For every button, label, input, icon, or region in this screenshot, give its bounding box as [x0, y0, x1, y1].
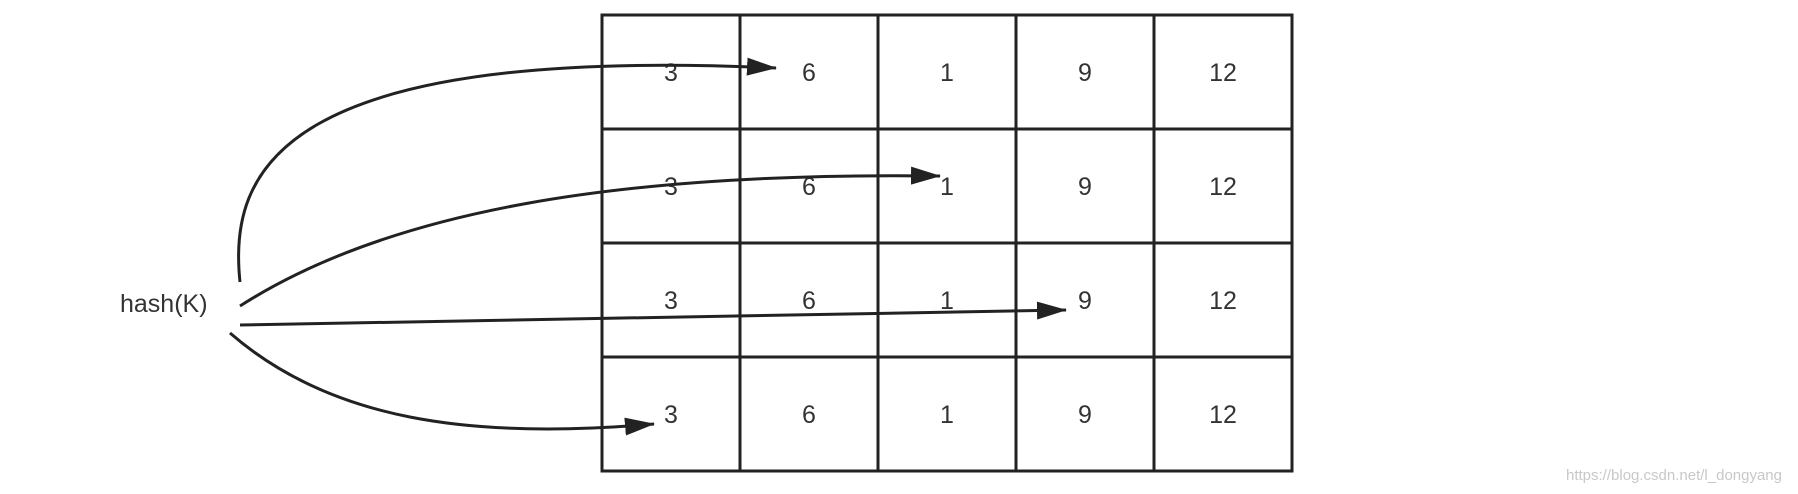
- table-cell-value: 6: [802, 59, 816, 87]
- table-cell-value: 12: [1209, 173, 1237, 201]
- table-cell-value: 12: [1209, 401, 1237, 429]
- table-cell-value: 1: [940, 401, 954, 429]
- watermark-url: https://blog.csdn.net/l_dongyang: [1566, 467, 1782, 484]
- table-cell-value: 3: [664, 401, 678, 429]
- table-cell-value: 9: [1078, 287, 1092, 315]
- hash-arrows: [229, 57, 1067, 436]
- arrow-to-row3-col4: [239, 301, 1067, 327]
- hash-function-label: hash(K): [120, 290, 208, 318]
- table-cell-value: 1: [940, 59, 954, 87]
- arrow-to-row2-col3: [239, 166, 941, 308]
- arrow-to-row1-col2: [237, 57, 777, 283]
- arrow-to-row4-col1: [229, 331, 655, 436]
- table-cell-value: 12: [1209, 287, 1237, 315]
- table-cell-value: 9: [1078, 401, 1092, 429]
- table-cell-value: 6: [802, 401, 816, 429]
- table-cell-value: 3: [664, 173, 678, 201]
- table-cell-value: 9: [1078, 59, 1092, 87]
- table-cell-value: 3: [664, 59, 678, 87]
- table-cell-value: 6: [802, 173, 816, 201]
- table-cell-value: 1: [940, 173, 954, 201]
- table-cell-value: 12: [1209, 59, 1237, 87]
- table-cell-value: 6: [802, 287, 816, 315]
- table-cell-value: 9: [1078, 173, 1092, 201]
- hash-table-grid: [600, 13, 1294, 473]
- table-cell-value: 3: [664, 287, 678, 315]
- table-cell-value: 1: [940, 287, 954, 315]
- hash-table-cells: 3 6 1 9 12 3 6 1 9 12 3 6 1 9 12 3 6 1 9 12: [664, 59, 1237, 429]
